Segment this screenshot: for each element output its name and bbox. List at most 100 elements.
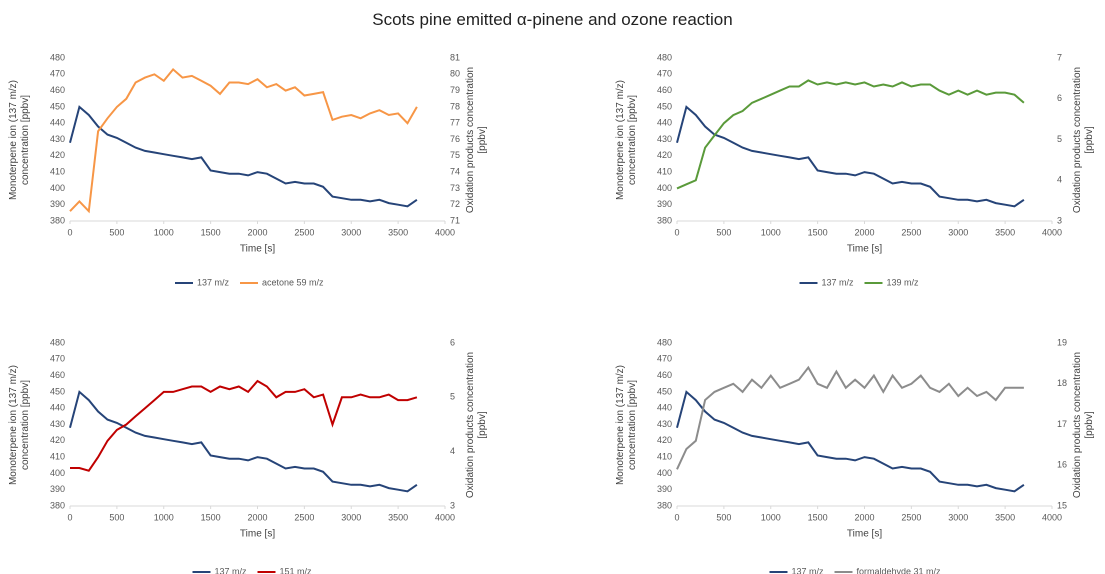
- y2-tick-label: 4: [450, 446, 455, 456]
- y2-tick-label: 81: [450, 52, 460, 62]
- y-tick-label: 430: [50, 134, 65, 144]
- y-axis-label: Monoterpene ion (137 m/z) concentration …: [615, 364, 638, 485]
- y-tick-label: 480: [50, 52, 65, 62]
- x-tick-label: 3500: [388, 512, 408, 522]
- y-tick-label: 450: [50, 386, 65, 396]
- x-tick-label: 2500: [294, 227, 314, 237]
- series-line: [69, 390, 418, 493]
- y-tick-label: 470: [657, 69, 672, 79]
- y2-tick-label: 3: [1057, 215, 1062, 225]
- x-tick-label: 0: [674, 512, 679, 522]
- x-tick-label: 0: [674, 227, 679, 237]
- y2-tick-label: 19: [1057, 337, 1067, 347]
- x-tick-label: 2500: [901, 512, 921, 522]
- y-tick-label: 450: [657, 101, 672, 111]
- x-tick-label: 2000: [854, 227, 874, 237]
- series-line: [676, 365, 1024, 470]
- y2-tick-label: 6: [1057, 93, 1062, 103]
- y2-tick-label: 71: [450, 215, 460, 225]
- y2-tick-label: 80: [450, 69, 460, 79]
- x-axis-label: Time [s]: [847, 244, 882, 255]
- x-tick-label: 3500: [388, 227, 408, 237]
- legend-label: 137 m/z: [822, 277, 855, 287]
- y2-tick-label: 17: [1057, 419, 1067, 429]
- y2-tick-label: 7: [1057, 52, 1062, 62]
- y-tick-label: 440: [50, 403, 65, 413]
- y-tick-label: 410: [657, 166, 672, 176]
- x-tick-label: 1500: [808, 512, 828, 522]
- series-line: [69, 67, 418, 214]
- x-tick-label: 3000: [948, 512, 968, 522]
- y-tick-label: 470: [50, 69, 65, 79]
- x-tick-label: 3000: [341, 512, 361, 522]
- series-line: [69, 105, 418, 208]
- x-axis-label: Time [s]: [847, 529, 882, 540]
- y2-axis-label: Oxidation products concentration [ppbv]: [1072, 66, 1095, 213]
- y-tick-label: 430: [50, 419, 65, 429]
- y-tick-label: 460: [657, 370, 672, 380]
- x-axis-label: Time [s]: [240, 529, 275, 540]
- x-tick-label: 1000: [761, 512, 781, 522]
- x-tick-label: 500: [716, 512, 731, 522]
- y-tick-label: 420: [657, 150, 672, 160]
- legend-label: acetone 59 m/z: [262, 277, 324, 287]
- y-tick-label: 440: [50, 118, 65, 128]
- y-tick-label: 410: [50, 166, 65, 176]
- y2-tick-label: 75: [450, 150, 460, 160]
- y2-tick-label: 74: [450, 166, 460, 176]
- y-tick-label: 420: [50, 435, 65, 445]
- y-tick-label: 420: [50, 150, 65, 160]
- x-tick-label: 3500: [995, 512, 1015, 522]
- y-tick-label: 450: [657, 386, 672, 396]
- y2-axis-label: Oxidation products concentration [ppbv]: [1072, 351, 1095, 498]
- y-tick-label: 470: [50, 354, 65, 364]
- y-tick-label: 400: [657, 468, 672, 478]
- y-tick-label: 460: [50, 370, 65, 380]
- y-tick-label: 410: [657, 451, 672, 461]
- y-tick-label: 430: [657, 134, 672, 144]
- x-tick-label: 1000: [154, 227, 174, 237]
- y2-tick-label: 3: [450, 500, 455, 510]
- y2-tick-label: 78: [450, 101, 460, 111]
- x-axis-label: Time [s]: [240, 244, 275, 255]
- y-tick-label: 400: [657, 183, 672, 193]
- y-axis-label: Monoterpene ion (137 m/z) concentration …: [615, 79, 638, 200]
- y2-tick-label: 15: [1057, 500, 1067, 510]
- x-tick-label: 1000: [761, 227, 781, 237]
- y-tick-label: 380: [50, 215, 65, 225]
- x-tick-label: 0: [67, 227, 72, 237]
- y2-tick-label: 5: [450, 392, 455, 402]
- x-tick-label: 2500: [901, 227, 921, 237]
- main-title: Scots pine emitted α-pinene and ozone re…: [372, 10, 733, 29]
- y2-tick-label: 76: [450, 134, 460, 144]
- y-tick-label: 460: [50, 85, 65, 95]
- y-tick-label: 380: [50, 500, 65, 510]
- x-tick-label: 1500: [201, 227, 221, 237]
- x-tick-label: 1000: [154, 512, 174, 522]
- y-tick-label: 480: [657, 52, 672, 62]
- y-tick-label: 410: [50, 451, 65, 461]
- x-tick-label: 4000: [1042, 227, 1062, 237]
- y-tick-label: 460: [657, 85, 672, 95]
- legend-label: 137 m/z: [792, 566, 825, 574]
- y2-tick-label: 6: [450, 337, 455, 347]
- x-tick-label: 4000: [1042, 512, 1062, 522]
- y-tick-label: 440: [657, 403, 672, 413]
- y-tick-label: 380: [657, 215, 672, 225]
- x-tick-label: 3000: [341, 227, 361, 237]
- y-tick-label: 420: [657, 435, 672, 445]
- legend-label: 151 m/z: [280, 566, 313, 574]
- y2-tick-label: 5: [1057, 134, 1062, 144]
- y-tick-label: 480: [50, 337, 65, 347]
- y2-tick-label: 72: [450, 199, 460, 209]
- x-tick-label: 3000: [948, 227, 968, 237]
- series-line: [70, 379, 418, 472]
- y-tick-label: 390: [50, 199, 65, 209]
- y2-tick-label: 4: [1057, 175, 1062, 185]
- x-tick-label: 4000: [435, 227, 455, 237]
- x-tick-label: 2500: [294, 512, 314, 522]
- x-tick-label: 1500: [808, 227, 828, 237]
- x-tick-label: 500: [716, 227, 731, 237]
